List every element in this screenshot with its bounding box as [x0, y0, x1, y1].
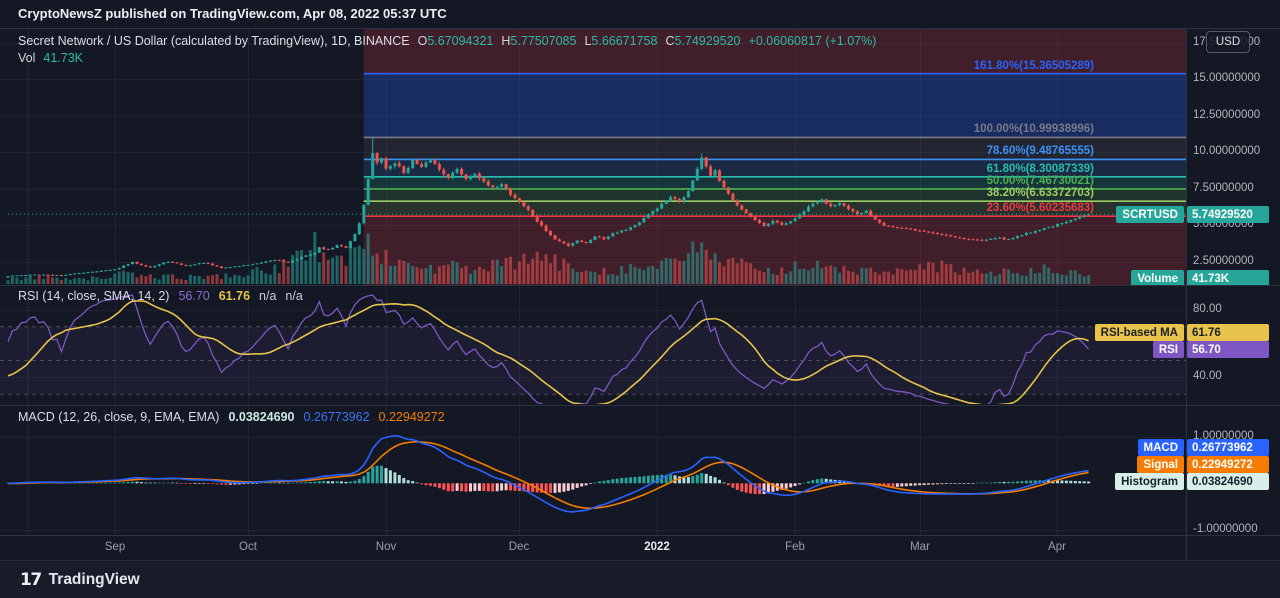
volume-layer	[6, 232, 1091, 284]
currency-toggle-button[interactable]: USD	[1206, 31, 1250, 53]
time-axis-label-mar: Mar	[910, 541, 930, 553]
fib-level-label: 161.80%(15.36505289)	[973, 60, 1094, 72]
fib-level-label: 61.80%(8.30087339)	[986, 163, 1094, 175]
time-axis-label-apr: Apr	[1048, 541, 1066, 553]
rsi-na-2: n/a	[285, 289, 303, 303]
volume-legend-value: 41.73K	[43, 51, 84, 65]
ohlc-o: O5.67094321	[417, 34, 494, 48]
price-axis[interactable]	[1186, 28, 1280, 535]
change-value: +0.06060817 (+1.07%)	[748, 34, 877, 48]
symbol-legend[interactable]: Secret Network / US Dollar (calculated b…	[18, 33, 876, 67]
macd-legend-title[interactable]: MACD (12, 26, close, 9, EMA, EMA)	[18, 410, 220, 424]
price-axis-tick: 12.50000000	[1193, 109, 1261, 121]
ohlc-l: L5.66671758	[584, 34, 658, 48]
fib-level-label: 23.60%(5.60235683)	[986, 202, 1094, 214]
price-axis-tick: 7.50000000	[1193, 182, 1254, 194]
macd-axis-tick: -1.00000000	[1193, 523, 1258, 535]
macd-axis-tick: 1.00000000	[1193, 430, 1254, 442]
volume-legend-label[interactable]: Vol	[18, 51, 36, 65]
time-axis[interactable]	[0, 535, 1280, 560]
fib-retracement-layer[interactable]	[363, 28, 1186, 285]
rsi-axis-tick: 40.00	[1193, 370, 1222, 382]
rsi-legend-title[interactable]: RSI (14, close, SMA, 14, 2)	[18, 289, 170, 303]
price-axis-tick: 10.00000000	[1193, 145, 1261, 157]
footer-bar: 17 TradingView	[0, 560, 1280, 598]
rsi-na-1: n/a	[259, 289, 277, 303]
rsi-pane-layer	[0, 294, 1186, 404]
fib-level-label: 78.60%(9.48765555)	[986, 145, 1094, 157]
ohlc-h: H5.77507085	[501, 34, 577, 48]
price-axis-tick: 2.50000000	[1193, 255, 1254, 267]
time-axis-label-feb: Feb	[785, 541, 805, 553]
time-axis-label-oct: Oct	[239, 541, 257, 553]
ohlc-c: C5.74929520	[665, 34, 741, 48]
time-axis-label-2022: 2022	[644, 541, 670, 553]
time-axis-label-nov: Nov	[375, 541, 397, 553]
macd-value: 0.26773962	[303, 410, 370, 424]
rsi-ma-line	[7, 300, 1089, 404]
rsi-axis-tick: 80.00	[1193, 303, 1222, 315]
attribution-bar: CryptoNewsZ published on TradingView.com…	[0, 0, 1280, 28]
macd-pane-layer	[0, 434, 1186, 531]
rsi-ma-value: 61.76	[218, 289, 251, 303]
tradingview-wordmark[interactable]: TradingView	[48, 570, 140, 588]
macd-signal-value: 0.22949272	[378, 410, 445, 424]
ohlc-values: O5.67094321 H5.77507085 L5.66671758 C5.7492…	[418, 33, 741, 50]
macd-legend[interactable]: MACD (12, 26, close, 9, EMA, EMA) 0.0382…	[18, 410, 445, 424]
fib-level-label: 100.00%(10.99938996)	[973, 123, 1094, 135]
macd-hist-value: 0.03824690	[228, 410, 295, 424]
fib-level-label: 38.20%(6.63372703)	[986, 187, 1094, 199]
price-axis-tick: 5.00000000	[1193, 218, 1254, 230]
rsi-line	[7, 294, 1090, 404]
price-axis-tick: 15.00000000	[1193, 72, 1261, 84]
time-axis-label-sep: Sep	[104, 541, 126, 553]
symbol-title[interactable]: Secret Network / US Dollar (calculated b…	[18, 34, 410, 48]
time-axis-label-dec: Dec	[508, 541, 530, 553]
macd-main-line	[7, 434, 1089, 513]
tradingview-logo-icon[interactable]: 17	[20, 569, 42, 590]
fib-level-label: 50.00%(7.46730021)	[986, 175, 1094, 187]
rsi-legend[interactable]: RSI (14, close, SMA, 14, 2) 56.70 61.76 …	[18, 289, 303, 303]
rsi-value: 56.70	[178, 289, 210, 303]
attribution-text: CryptoNewsZ published on TradingView.com…	[18, 6, 447, 21]
candles-layer	[6, 137, 1091, 278]
